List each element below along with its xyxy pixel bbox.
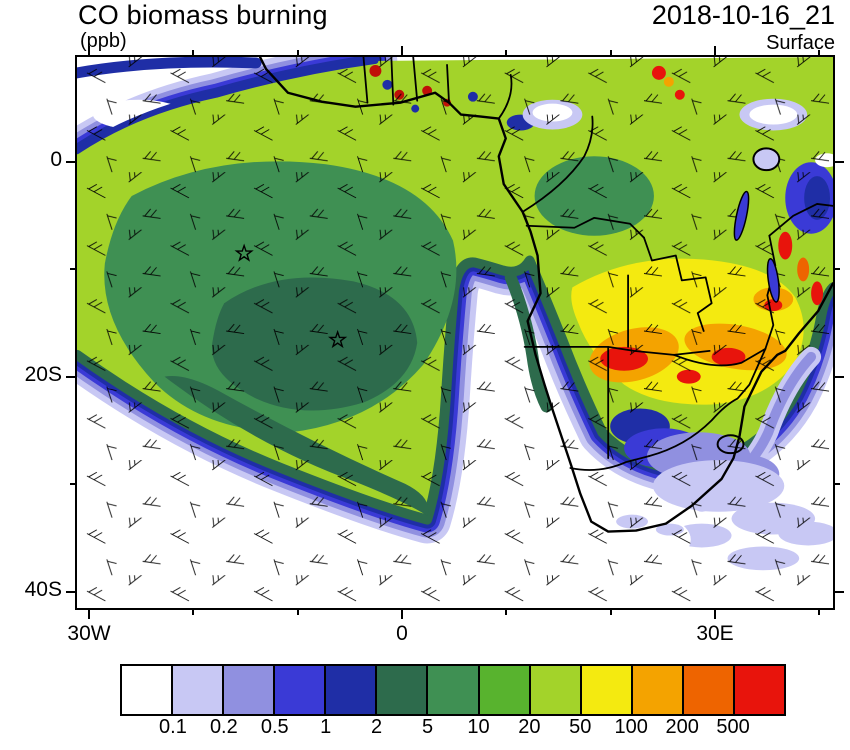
axis-tick bbox=[66, 376, 75, 378]
colorbar-tick-label: 100 bbox=[614, 716, 648, 738]
colorbar-cell-6 bbox=[426, 666, 478, 714]
star-markers bbox=[234, 243, 348, 349]
lake-malawi bbox=[766, 257, 780, 303]
axis-tick bbox=[66, 591, 75, 593]
axis-tick bbox=[401, 46, 403, 55]
colorbar-cell-10 bbox=[630, 666, 682, 714]
axis-tick bbox=[835, 161, 844, 163]
lake-tanganyika bbox=[733, 190, 750, 241]
axis-tick bbox=[835, 591, 844, 593]
axis-tick bbox=[714, 610, 716, 619]
axis-tick bbox=[835, 268, 840, 270]
x-axis-label: 0 bbox=[396, 622, 408, 645]
lake-victoria bbox=[752, 147, 781, 172]
plot-title: CO biomass burning bbox=[78, 0, 328, 30]
axis-tick bbox=[714, 46, 716, 55]
colorbar-cell-0 bbox=[122, 666, 172, 714]
country-borders bbox=[362, 57, 833, 471]
wind-barbs-layer bbox=[77, 57, 833, 608]
axis-tick bbox=[192, 50, 194, 55]
colorbar-tick-label: 0.5 bbox=[260, 716, 289, 738]
colorbar-cell-2 bbox=[222, 666, 274, 714]
coastline-and-borders bbox=[258, 57, 833, 533]
y-axis-label: 20S bbox=[24, 363, 62, 386]
datetime-label: 2018-10-16_21 bbox=[651, 0, 835, 30]
axis-tick bbox=[297, 610, 299, 615]
colorbar-tick-label: 2 bbox=[371, 716, 383, 738]
x-axis-label: 30W bbox=[67, 622, 111, 645]
colorbar-tick-label: 200 bbox=[665, 716, 699, 738]
lesotho-border bbox=[716, 434, 745, 455]
axis-tick bbox=[610, 610, 612, 615]
axis-tick bbox=[70, 483, 75, 485]
colorbar-cell-3 bbox=[273, 666, 325, 714]
colorbar-cell-7 bbox=[477, 666, 529, 714]
axis-tick bbox=[88, 610, 90, 619]
axis-tick bbox=[192, 610, 194, 615]
star-marker bbox=[327, 329, 348, 349]
axis-tick bbox=[818, 50, 820, 55]
coastline bbox=[258, 57, 833, 533]
colorbar-tick-label: 0.1 bbox=[159, 716, 187, 738]
axis-tick bbox=[818, 610, 820, 615]
axis-tick bbox=[835, 376, 844, 378]
axis-tick bbox=[835, 483, 840, 485]
axis-tick bbox=[70, 268, 75, 270]
map-canvas bbox=[77, 57, 833, 608]
axis-tick bbox=[610, 50, 612, 55]
colorbar-tick-label: 20 bbox=[518, 716, 541, 738]
star-marker bbox=[234, 243, 254, 262]
colorbar-tick-label: 50 bbox=[569, 716, 592, 738]
colorbar-cell-11 bbox=[681, 666, 733, 714]
colorbar-tick-label: 0.2 bbox=[209, 716, 238, 738]
colorbar-cell-1 bbox=[171, 666, 223, 714]
axis-tick bbox=[505, 610, 507, 615]
level-label: Surface bbox=[766, 32, 835, 54]
colorbar-cell-5 bbox=[375, 666, 427, 714]
colorbar-tick-label: 500 bbox=[716, 716, 750, 738]
axis-tick bbox=[505, 50, 507, 55]
units-label: (ppb) bbox=[80, 30, 127, 52]
colorbar-cell-8 bbox=[528, 666, 580, 714]
colorbar-cell-9 bbox=[579, 666, 631, 714]
colorbar-tick-label: 1 bbox=[320, 716, 332, 738]
colorbar-cell-4 bbox=[324, 666, 376, 714]
colorbar bbox=[120, 664, 786, 716]
colorbar-tick-label: 5 bbox=[421, 716, 434, 738]
axis-tick bbox=[88, 46, 90, 55]
axis-tick bbox=[401, 610, 403, 619]
axis-tick bbox=[297, 50, 299, 55]
y-axis-label: 40S bbox=[24, 578, 62, 601]
axis-tick bbox=[66, 161, 75, 163]
map-frame bbox=[75, 55, 835, 610]
colorbar-tick-label: 10 bbox=[467, 716, 490, 738]
x-axis-label: 30E bbox=[696, 622, 734, 645]
y-axis-label: 0 bbox=[50, 148, 62, 171]
colorbar-cell-12 bbox=[732, 666, 785, 714]
